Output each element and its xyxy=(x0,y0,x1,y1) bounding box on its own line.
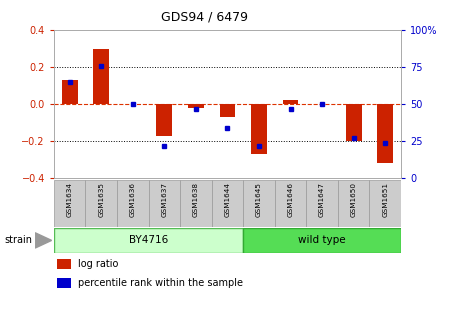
Bar xyxy=(149,180,180,227)
Text: GSM1636: GSM1636 xyxy=(130,182,136,217)
Bar xyxy=(283,100,298,104)
Text: GSM1647: GSM1647 xyxy=(319,182,325,217)
Bar xyxy=(378,104,393,163)
Text: strain: strain xyxy=(5,236,33,245)
Text: wild type: wild type xyxy=(298,236,346,245)
Bar xyxy=(54,228,243,253)
Text: GSM1637: GSM1637 xyxy=(161,182,167,217)
Bar xyxy=(219,104,235,117)
Bar xyxy=(57,278,71,288)
Text: BY4716: BY4716 xyxy=(129,236,168,245)
Bar xyxy=(251,104,267,154)
Text: GSM1651: GSM1651 xyxy=(382,182,388,217)
Bar xyxy=(306,180,338,227)
Bar xyxy=(57,259,71,269)
Text: GSM1644: GSM1644 xyxy=(225,182,230,217)
Bar xyxy=(54,180,85,227)
Text: GSM1650: GSM1650 xyxy=(351,182,356,217)
Bar xyxy=(370,180,401,227)
Bar xyxy=(243,180,275,227)
Bar xyxy=(346,104,362,141)
Bar xyxy=(212,180,243,227)
Text: GSM1645: GSM1645 xyxy=(256,182,262,217)
Bar xyxy=(85,180,117,227)
Polygon shape xyxy=(35,233,52,248)
Bar xyxy=(338,180,370,227)
Text: GDS94 / 6479: GDS94 / 6479 xyxy=(160,10,248,23)
Text: percentile rank within the sample: percentile rank within the sample xyxy=(78,278,243,288)
Text: GSM1635: GSM1635 xyxy=(98,182,104,217)
Bar xyxy=(188,104,204,108)
Bar xyxy=(62,80,77,104)
Bar xyxy=(93,49,109,104)
Text: GSM1634: GSM1634 xyxy=(67,182,73,217)
Text: GSM1646: GSM1646 xyxy=(287,182,294,217)
Bar xyxy=(180,180,212,227)
Bar xyxy=(157,104,172,136)
Bar xyxy=(117,180,149,227)
Bar xyxy=(243,228,401,253)
Text: GSM1638: GSM1638 xyxy=(193,182,199,217)
Bar xyxy=(275,180,306,227)
Text: log ratio: log ratio xyxy=(78,259,119,269)
